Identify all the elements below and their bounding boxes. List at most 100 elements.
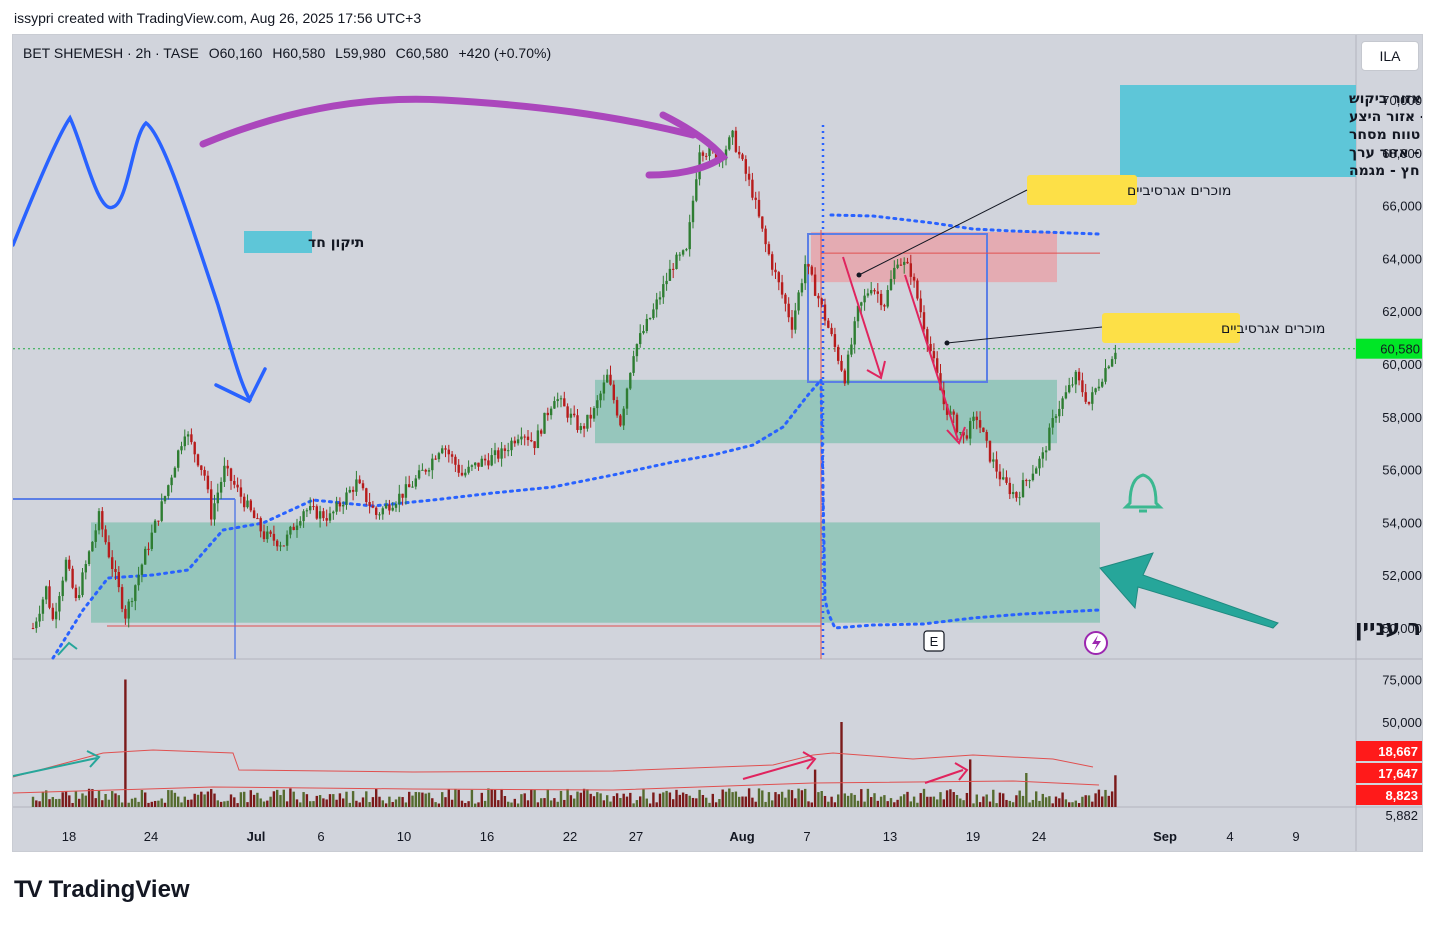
candle-body <box>939 373 942 391</box>
volume-bar <box>507 801 510 807</box>
time-tick-label: 18 <box>62 829 76 844</box>
candle-body <box>35 621 38 629</box>
purple-arrowhead <box>645 111 729 179</box>
volume-bar <box>576 791 579 807</box>
candle-body <box>101 511 104 530</box>
tradingview-logo-icon: TV <box>14 876 43 903</box>
candle-body <box>985 431 988 441</box>
candle-body <box>348 489 351 493</box>
candle-body <box>279 545 282 547</box>
candle-body <box>988 440 992 462</box>
info-box-line: מלבן - מבנה מחיר - טווח מסחר <box>1349 127 1423 143</box>
earnings-marker-box[interactable] <box>923 630 945 652</box>
candle-body <box>926 329 929 344</box>
candle-body <box>117 571 120 588</box>
volume-bar <box>939 792 942 807</box>
candle-body <box>879 293 883 306</box>
candle-body <box>530 440 533 442</box>
candle-body <box>945 404 949 415</box>
volume-bar <box>929 796 932 807</box>
time-tick-label: 7 <box>803 829 810 844</box>
candle-body <box>282 545 285 547</box>
candle-body <box>1084 392 1087 402</box>
candle-body <box>421 469 424 471</box>
candle-body <box>767 244 771 255</box>
blue-trend-curve <box>13 114 252 402</box>
chart-canvas[interactable]: 50,000 52,000 54,000 56,000 58,000 60,000 62,0… <box>13 35 1423 852</box>
volume-bar <box>833 802 837 807</box>
candle-body <box>520 436 523 440</box>
candle-body <box>460 472 464 476</box>
volume-bar <box>909 801 912 807</box>
volume-bar <box>454 788 457 807</box>
volume-bar <box>629 792 632 807</box>
candle-body <box>962 432 965 436</box>
candle-body <box>497 450 500 459</box>
volume-bar <box>655 802 658 807</box>
volume-bar <box>243 791 246 807</box>
candle-body <box>556 399 559 402</box>
volume-bar <box>662 792 665 807</box>
volume-bar <box>312 801 315 807</box>
volume-bar <box>589 793 592 807</box>
volume-bar <box>549 800 553 807</box>
candle-body <box>503 448 507 451</box>
alert-bell-icon[interactable] <box>1122 473 1164 509</box>
volume-bar <box>870 797 873 807</box>
candle-body <box>332 511 335 514</box>
candle-body <box>813 274 817 296</box>
down-arrow-1 <box>842 256 882 377</box>
candle-body <box>259 518 262 532</box>
candle-body <box>45 586 48 600</box>
candle-body <box>1074 371 1077 385</box>
volume-bar <box>292 791 295 807</box>
candle-body <box>576 415 579 430</box>
volume-bar <box>180 802 183 807</box>
volume-bar <box>520 794 523 807</box>
volume-bar <box>427 792 431 807</box>
chart-frame[interactable]: 50,000 52,000 54,000 56,000 58,000 60,000 62,0… <box>12 34 1423 852</box>
time-tick-label: 9 <box>1292 829 1299 844</box>
candle-body <box>111 557 114 569</box>
volume-bar <box>480 792 483 807</box>
candle-body <box>876 291 879 294</box>
candle-body <box>41 599 45 614</box>
candle-body <box>493 450 497 456</box>
volume-bar <box>1054 796 1058 807</box>
volume-bar <box>777 794 780 807</box>
volume-bar <box>285 801 289 807</box>
volume-bar <box>1025 773 1028 807</box>
candle-body <box>992 459 995 462</box>
volume-bar <box>553 798 556 807</box>
volume-bar <box>401 797 404 807</box>
volume-bar <box>1028 802 1031 807</box>
candle-body <box>866 293 870 296</box>
volume-bar <box>942 799 945 807</box>
volume-bar <box>810 802 813 807</box>
volume-bar <box>639 796 642 807</box>
volume-bar <box>368 802 371 807</box>
candle-body <box>345 492 348 505</box>
down-arrow-1-head <box>866 360 886 380</box>
currency-button[interactable]: ILA <box>1361 41 1419 71</box>
candle-body <box>414 478 417 487</box>
candle-body <box>754 197 757 200</box>
volume-bar <box>813 769 817 807</box>
candle-body <box>180 446 183 451</box>
tradingview-logo[interactable]: TV TradingView <box>14 876 190 904</box>
candle-body <box>78 595 81 598</box>
volume-bar <box>708 802 711 807</box>
volume-bar <box>381 800 384 807</box>
candle-body <box>276 540 279 547</box>
volume-bar <box>457 789 460 807</box>
volume-bar <box>355 800 358 807</box>
volume-bar <box>678 794 681 807</box>
price-tick-label: 52,000 <box>1382 568 1422 583</box>
symbol-label[interactable]: BET SHEMESH · 2h · TASE <box>23 45 199 61</box>
volume-bar <box>559 790 563 807</box>
candle-body <box>810 266 813 275</box>
candle-body <box>724 149 728 160</box>
candle-body <box>107 542 111 558</box>
volume-bar <box>744 796 747 807</box>
candle-body <box>886 289 889 307</box>
